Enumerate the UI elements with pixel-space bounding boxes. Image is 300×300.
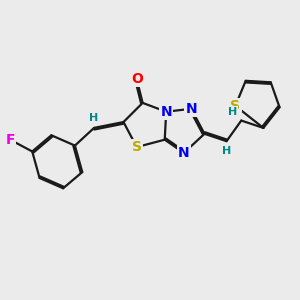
Text: H: H	[222, 146, 231, 157]
Text: N: N	[185, 102, 197, 116]
Text: O: O	[131, 72, 143, 86]
Text: H: H	[89, 112, 99, 123]
Text: S: S	[230, 99, 240, 113]
Text: N: N	[178, 146, 190, 160]
Text: F: F	[5, 133, 15, 147]
Text: H: H	[228, 107, 237, 117]
Text: S: S	[132, 140, 142, 154]
Text: N: N	[160, 105, 172, 119]
